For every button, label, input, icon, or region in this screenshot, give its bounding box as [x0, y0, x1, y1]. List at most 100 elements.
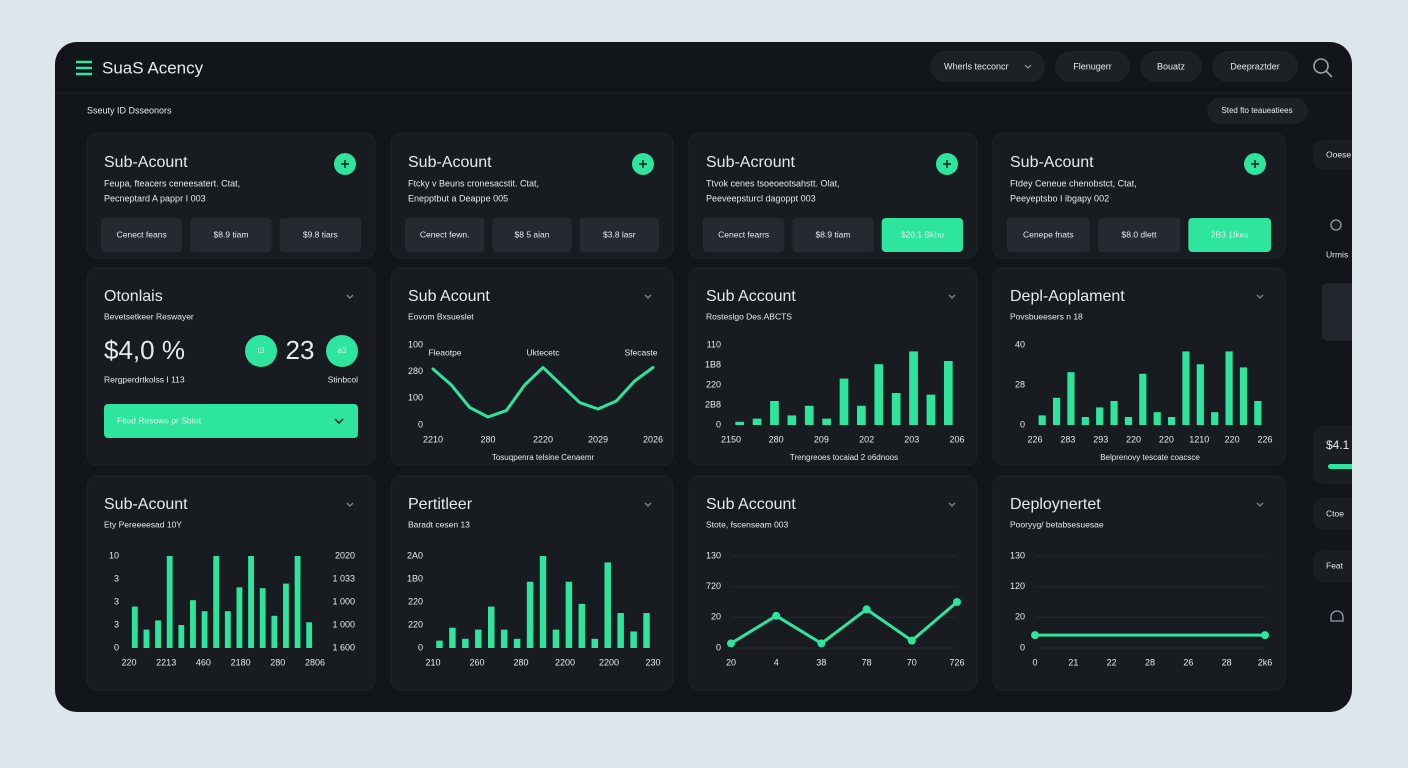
bar: [166, 556, 173, 648]
sidebar-bell[interactable]: [1330, 610, 1344, 622]
card-menu-chevron[interactable]: [1256, 502, 1264, 507]
bar: [1096, 407, 1104, 425]
x-tick-label: 280: [270, 657, 285, 667]
line-point: [817, 639, 826, 648]
summary-badge-label: a3: [338, 346, 347, 355]
card-button[interactable]: [1097, 218, 1181, 252]
bar: [1124, 417, 1133, 425]
bar: [1254, 401, 1262, 425]
card-button[interactable]: [703, 218, 785, 252]
nav-label: Bouatz: [1157, 61, 1186, 71]
x-tick-label: 2210: [423, 434, 443, 444]
x-tick-label: 2200: [555, 657, 575, 667]
card-button-label: $3.8 lasr: [603, 229, 636, 239]
summary-title: Otonlais: [104, 288, 163, 305]
nav-pill[interactable]: [1212, 51, 1298, 82]
y-tick-label: 0: [716, 642, 721, 652]
y2-tick-label: 1 033: [332, 573, 355, 583]
chart-title: Depl-Aoplament: [1010, 288, 1125, 305]
card-line: Ftcky v Beuns cronesacstit. Ctat,: [408, 178, 539, 188]
add-icon: [1251, 160, 1259, 168]
card-button[interactable]: [492, 218, 572, 252]
summary-count: 23: [286, 335, 315, 365]
card-menu-chevron[interactable]: [644, 502, 652, 507]
search-icon[interactable]: [1313, 58, 1329, 74]
card-button[interactable]: [101, 218, 183, 252]
x-tick-label: 2220: [533, 434, 553, 444]
card-button[interactable]: [279, 218, 361, 252]
nav-pill[interactable]: [930, 51, 1045, 82]
add-icon: [943, 160, 951, 168]
card-menu-chevron[interactable]: [1256, 294, 1264, 299]
x-tick-label: 220: [1225, 434, 1240, 444]
y-tick-label: 720: [706, 581, 721, 591]
card-button[interactable]: [1188, 218, 1271, 252]
sidebar-item[interactable]: [1313, 498, 1373, 530]
card-button-label: $8.0 dlett: [1122, 229, 1158, 239]
bar: [539, 556, 547, 648]
card-line: Peeveepsturcl dagoppt 003: [706, 193, 816, 203]
card-menu-chevron[interactable]: [948, 294, 956, 299]
x-tick-label: 260: [469, 657, 484, 667]
x-tick-label: 2200: [599, 657, 619, 667]
x-tick-label: 28: [1222, 657, 1232, 667]
y-tick-label: 100: [408, 339, 423, 349]
x-tick-label: 20: [726, 657, 736, 667]
x-tick-label: 2806: [305, 657, 325, 667]
card-menu-chevron[interactable]: [644, 294, 652, 299]
sidebar-progress: [1328, 464, 1352, 469]
nav-pill[interactable]: [1055, 51, 1130, 82]
x-tick-label: 70: [907, 657, 917, 667]
summary-note: Rergperdrtkolss I 113: [104, 374, 185, 384]
chart-footer: Tosuqpenra telsine Cenaemr: [492, 453, 595, 462]
card-button[interactable]: [881, 218, 963, 252]
line-series: [431, 365, 655, 419]
y-tick-label: 28: [1015, 379, 1025, 389]
bar: [591, 638, 598, 648]
line-point: [907, 636, 916, 645]
series-label: Sfecaste: [624, 347, 657, 357]
nav-label: Wherls tecconcr: [944, 61, 1009, 71]
action-button[interactable]: [1207, 98, 1308, 124]
x-tick-label: 280: [513, 657, 528, 667]
chart-title: Sub Account: [706, 496, 796, 513]
sidebar-item[interactable]: [1313, 550, 1373, 582]
y-tick-label: 10: [109, 550, 119, 560]
card-menu-chevron[interactable]: [948, 502, 956, 507]
card-button-label: 2B3 1fkes: [1211, 229, 1249, 239]
bar: [248, 556, 254, 648]
chart-subtitle: Stote, fscenseam 003: [706, 519, 788, 529]
chart-subtitle: Rosteslgo Des.ABCTS: [706, 311, 792, 321]
bar: [201, 611, 208, 648]
sidebar-item[interactable]: [1313, 140, 1373, 170]
bar: [891, 393, 901, 425]
app-title: SuaS Acency: [102, 58, 204, 77]
card-menu-chevron[interactable]: [346, 294, 354, 299]
sidebar-label: Ooese: [1326, 149, 1351, 159]
card-button[interactable]: [792, 218, 874, 252]
nav-pill[interactable]: [1140, 51, 1202, 82]
bar: [839, 378, 849, 425]
bar: [1182, 351, 1190, 425]
card-button[interactable]: [579, 218, 659, 252]
card-button[interactable]: [405, 218, 485, 252]
card-button[interactable]: [190, 218, 272, 252]
app-content: SuaS Acency Wherls tecconcr Flenugerr Bouat…: [55, 51, 1373, 691]
summary-dropdown[interactable]: [104, 404, 358, 438]
y-tick-label: 220: [408, 619, 423, 629]
card-line: Ttvok cenes tsoeoeotsahstt. Olat,: [706, 178, 840, 188]
bar: [178, 625, 185, 648]
bar: [294, 556, 301, 648]
sidebar-search[interactable]: [1330, 219, 1342, 231]
menu-icon[interactable]: [76, 60, 92, 76]
bar: [526, 581, 534, 648]
x-tick-label: 726: [949, 657, 964, 667]
card-menu-chevron[interactable]: [346, 502, 354, 507]
x-tick-label: 460: [196, 657, 211, 667]
x-tick-label: 230: [645, 657, 660, 667]
chart-title: Sub Acount: [408, 288, 490, 305]
x-tick-label: 2213: [156, 657, 176, 667]
card-button[interactable]: [1007, 218, 1090, 252]
sidebar-item[interactable]: [1313, 426, 1373, 484]
x-tick-label: 2029: [588, 434, 608, 444]
